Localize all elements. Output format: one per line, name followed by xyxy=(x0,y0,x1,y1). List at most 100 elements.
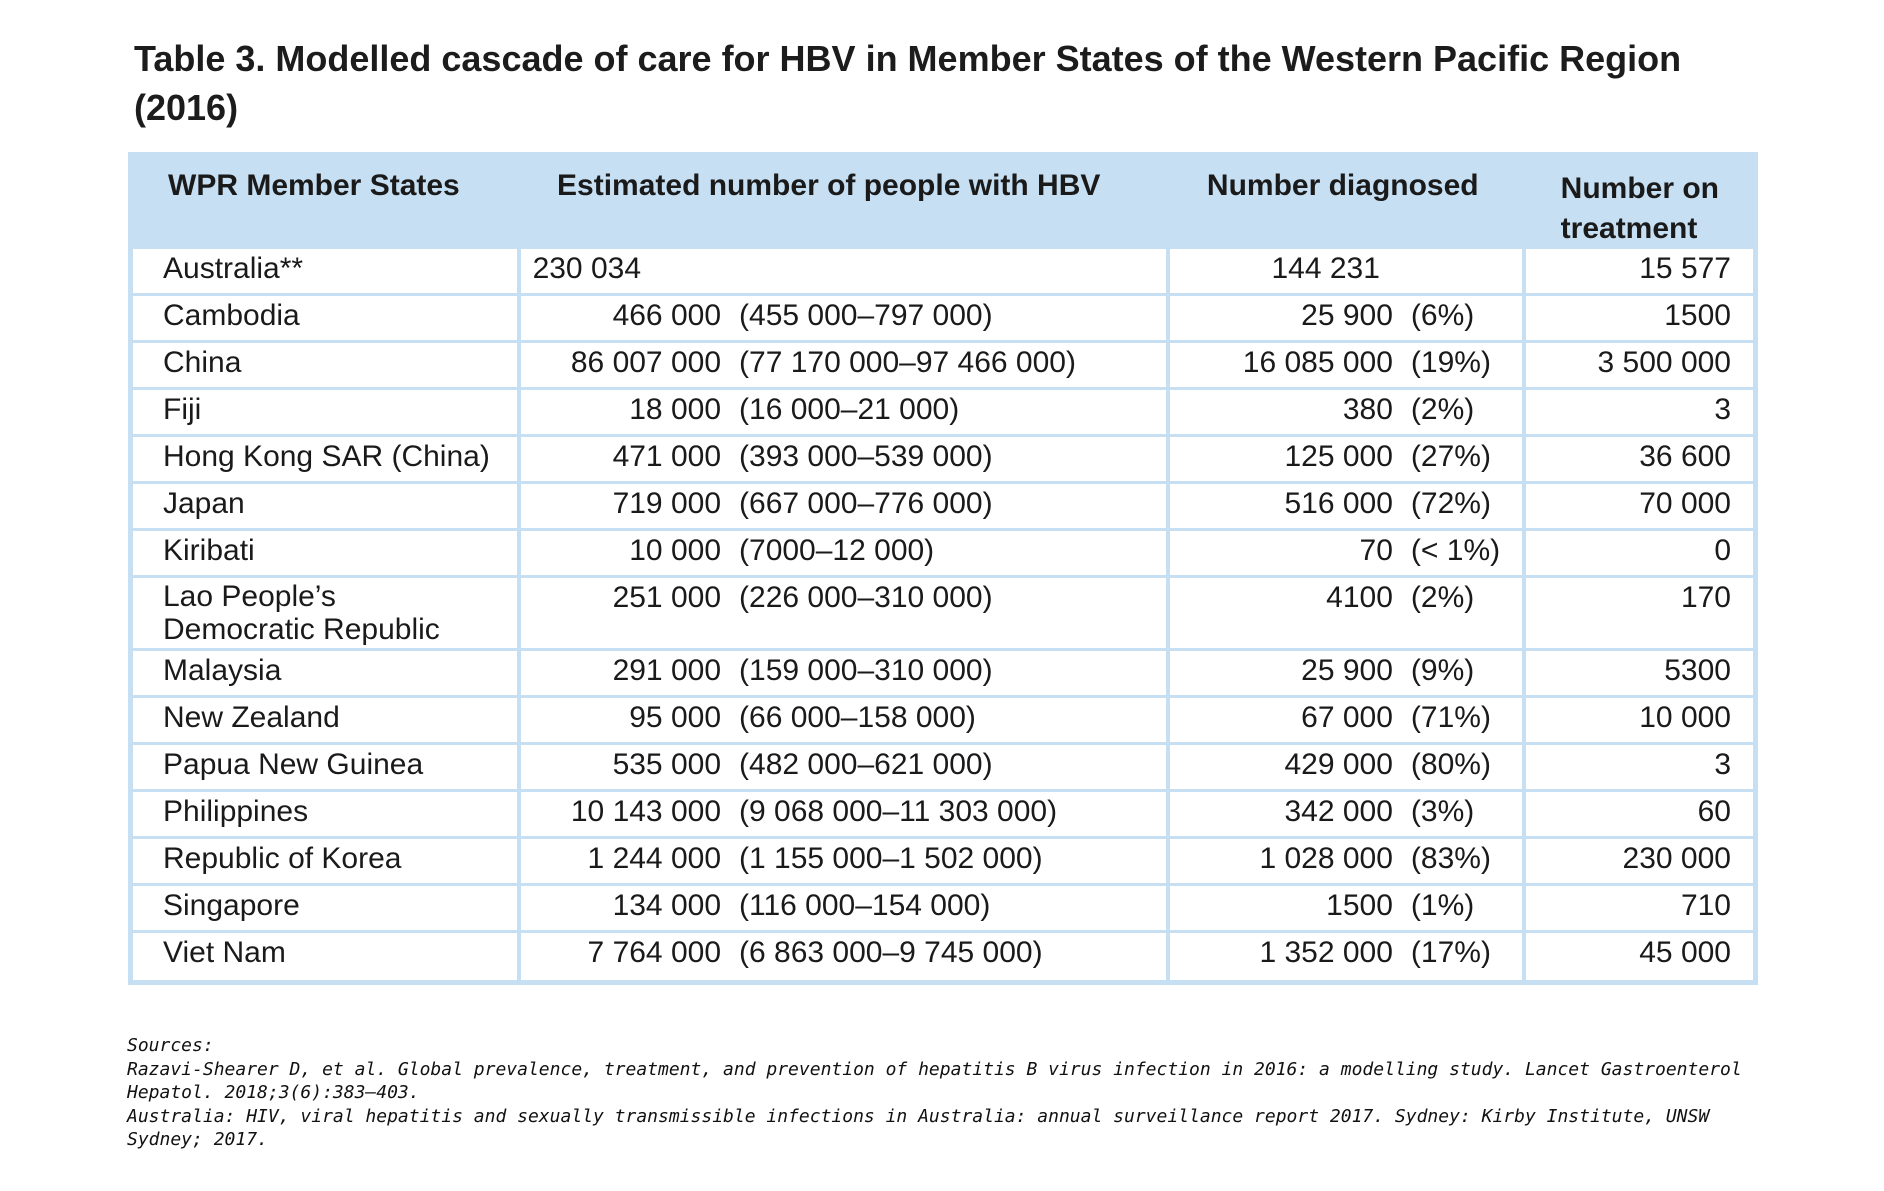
cell-member-state: Malaysia xyxy=(133,651,522,698)
header-treatment: Number on treatment xyxy=(1525,157,1753,249)
cell-diagnosed: 1500 (1%) xyxy=(1169,886,1526,933)
cell-treatment: 230 000 xyxy=(1525,839,1753,886)
cell-diagnosed: 342 000 (3%) xyxy=(1169,792,1526,839)
diagnosed-percent: (71%) xyxy=(1410,701,1491,734)
diagnosed-wrap: 67 000 (71%) xyxy=(1170,698,1522,738)
diagnosed-wrap: 380 (2%) xyxy=(1170,390,1522,430)
cell-estimated: 719 000 (667 000–776 000) xyxy=(521,484,1170,531)
estimated-value: 18 000 xyxy=(629,393,722,426)
diagnosed-wrap: 516 000 (72%) xyxy=(1170,484,1522,524)
diagnosed-value: 25 900 xyxy=(1301,299,1393,332)
cell-diagnosed: 67 000 (71%) xyxy=(1169,698,1526,745)
cell-diagnosed: 429 000 (80%) xyxy=(1169,745,1526,792)
estimated-value: 535 000 xyxy=(612,748,722,781)
diagnosed-value: 144 231 xyxy=(1271,252,1380,285)
cell-estimated: 18 000 (16 000–21 000) xyxy=(521,390,1170,437)
cell-member-state: Cambodia xyxy=(133,296,522,343)
treatment-value: 5300 xyxy=(1664,654,1731,687)
cell-treatment: 1500 xyxy=(1525,296,1753,343)
estimated-wrap: 471 000 (393 000–539 000) xyxy=(521,437,1166,477)
cell-member-state: China xyxy=(133,343,522,390)
table-row: China 86 007 000 (77 170 000–97 466 000) 16… xyxy=(133,343,1753,390)
treatment-value: 60 xyxy=(1697,795,1731,828)
cell-member-state: Fiji xyxy=(133,390,522,437)
cell-diagnosed: 516 000 (72%) xyxy=(1169,484,1526,531)
table-row: Kiribati 10 000 (7000–12 000) 70 (< 1%) 0 xyxy=(133,531,1753,578)
estimated-value: 10 000 xyxy=(629,534,722,567)
table-title: Table 3. Modelled cascade of care for HB… xyxy=(134,38,1682,128)
diagnosed-percent: (72%) xyxy=(1410,487,1491,520)
cell-estimated: 86 007 000 (77 170 000–97 466 000) xyxy=(521,343,1170,390)
diagnosed-wrap: 70 (< 1%) xyxy=(1170,531,1522,571)
estimated-range: (16 000–21 000) xyxy=(739,393,960,426)
diagnosed-percent: (2%) xyxy=(1410,581,1475,614)
estimated-wrap: 134 000 (116 000–154 000) xyxy=(521,886,1166,926)
treatment-value: 10 000 xyxy=(1639,701,1731,734)
diagnosed-percent: (1%) xyxy=(1410,889,1475,922)
diagnosed-value: 25 900 xyxy=(1301,654,1393,687)
table-row: Malaysia 291 000 (159 000–310 000) 25 900 (9… xyxy=(133,651,1753,698)
treatment-value: 3 xyxy=(1714,393,1731,426)
estimated-range: (393 000–539 000) xyxy=(739,440,993,473)
estimated-range: (77 170 000–97 466 000) xyxy=(739,346,1076,379)
estimated-range: (7000–12 000) xyxy=(739,534,935,567)
table-row: Japan 719 000 (667 000–776 000) 516 000 (72%… xyxy=(133,484,1753,531)
estimated-range: (116 000–154 000) xyxy=(739,889,991,922)
diagnosed-value: 516 000 xyxy=(1284,487,1393,520)
diagnosed-wrap: 125 000 (27%) xyxy=(1170,437,1522,477)
estimated-value: 86 007 000 xyxy=(570,346,722,379)
estimated-wrap: 251 000 (226 000–310 000) xyxy=(521,578,1166,618)
diagnosed-percent: (6%) xyxy=(1410,299,1475,332)
cell-treatment: 36 600 xyxy=(1525,437,1753,484)
sources-heading: Sources: xyxy=(127,1035,214,1056)
cell-member-state: Viet Nam xyxy=(133,933,522,980)
cell-diagnosed: 70 (< 1%) xyxy=(1169,531,1526,578)
diagnosed-percent: (3%) xyxy=(1410,795,1475,828)
cell-diagnosed: 16 085 000 (19%) xyxy=(1169,343,1526,390)
diagnosed-percent: (< 1%) xyxy=(1410,534,1501,567)
source-line-1: Razavi-Shearer D, et al. Global prevalen… xyxy=(127,1058,1753,1104)
cell-estimated: 95 000 (66 000–158 000) xyxy=(521,698,1170,745)
estimated-value: 719 000 xyxy=(612,487,722,520)
cell-member-state: Singapore xyxy=(133,886,522,933)
diagnosed-percent: (83%) xyxy=(1410,842,1491,875)
table-row: Philippines 10 143 000 (9 068 000–11 303 0… xyxy=(133,792,1753,839)
cell-estimated: 10 000 (7000–12 000) xyxy=(521,531,1170,578)
cell-member-state: New Zealand xyxy=(133,698,522,745)
diagnosed-wrap: 144 231 xyxy=(1170,249,1522,289)
estimated-wrap: 10 143 000 (9 068 000–11 303 000) xyxy=(521,792,1166,832)
diagnosed-value: 1 028 000 xyxy=(1259,842,1393,875)
diagnosed-percent: (17%) xyxy=(1410,936,1491,969)
estimated-wrap: 1 244 000 (1 155 000–1 502 000) xyxy=(521,839,1166,879)
estimated-value: 230 034 xyxy=(532,252,642,285)
treatment-value: 70 000 xyxy=(1639,487,1731,520)
header-diagnosed: Number diagnosed xyxy=(1169,157,1526,249)
estimated-wrap: 86 007 000 (77 170 000–97 466 000) xyxy=(521,343,1166,383)
treatment-value: 170 xyxy=(1680,581,1731,614)
estimated-range: (9 068 000–11 303 000) xyxy=(739,795,1058,828)
table-row: Fiji 18 000 (16 000–21 000) 380 (2%) 3 xyxy=(133,390,1753,437)
diagnosed-value: 1 352 000 xyxy=(1259,936,1393,969)
hbv-cascade-table: WPR Member States Estimated number of pe… xyxy=(128,152,1758,985)
estimated-value: 291 000 xyxy=(612,654,722,687)
cell-member-state: Republic of Korea xyxy=(133,839,522,886)
table-row: Australia** 230 034 144 231 15 577 xyxy=(133,249,1753,296)
diagnosed-wrap: 1500 (1%) xyxy=(1170,886,1522,926)
cell-member-state: Papua New Guinea xyxy=(133,745,522,792)
table-row: Lao People’s Democratic Republic 251 000 (… xyxy=(133,578,1753,651)
source-line-2: Australia: HIV, viral hepatitis and sexu… xyxy=(127,1105,1721,1151)
diagnosed-value: 429 000 xyxy=(1284,748,1393,781)
diagnosed-value: 380 xyxy=(1342,393,1393,426)
cell-treatment: 10 000 xyxy=(1525,698,1753,745)
cell-treatment: 170 xyxy=(1525,578,1753,651)
cell-treatment: 3 xyxy=(1525,390,1753,437)
diagnosed-wrap: 342 000 (3%) xyxy=(1170,792,1522,832)
cell-diagnosed: 4100 (2%) xyxy=(1169,578,1526,651)
estimated-value: 251 000 xyxy=(612,581,722,614)
estimated-value: 134 000 xyxy=(612,889,722,922)
estimated-value: 10 143 000 xyxy=(570,795,722,828)
diagnosed-wrap: 1 028 000 (83%) xyxy=(1170,839,1522,879)
estimated-range: (159 000–310 000) xyxy=(739,654,993,687)
table-row: Hong Kong SAR (China) 471 000 (393 000–539… xyxy=(133,437,1753,484)
treatment-value: 0 xyxy=(1714,534,1731,567)
